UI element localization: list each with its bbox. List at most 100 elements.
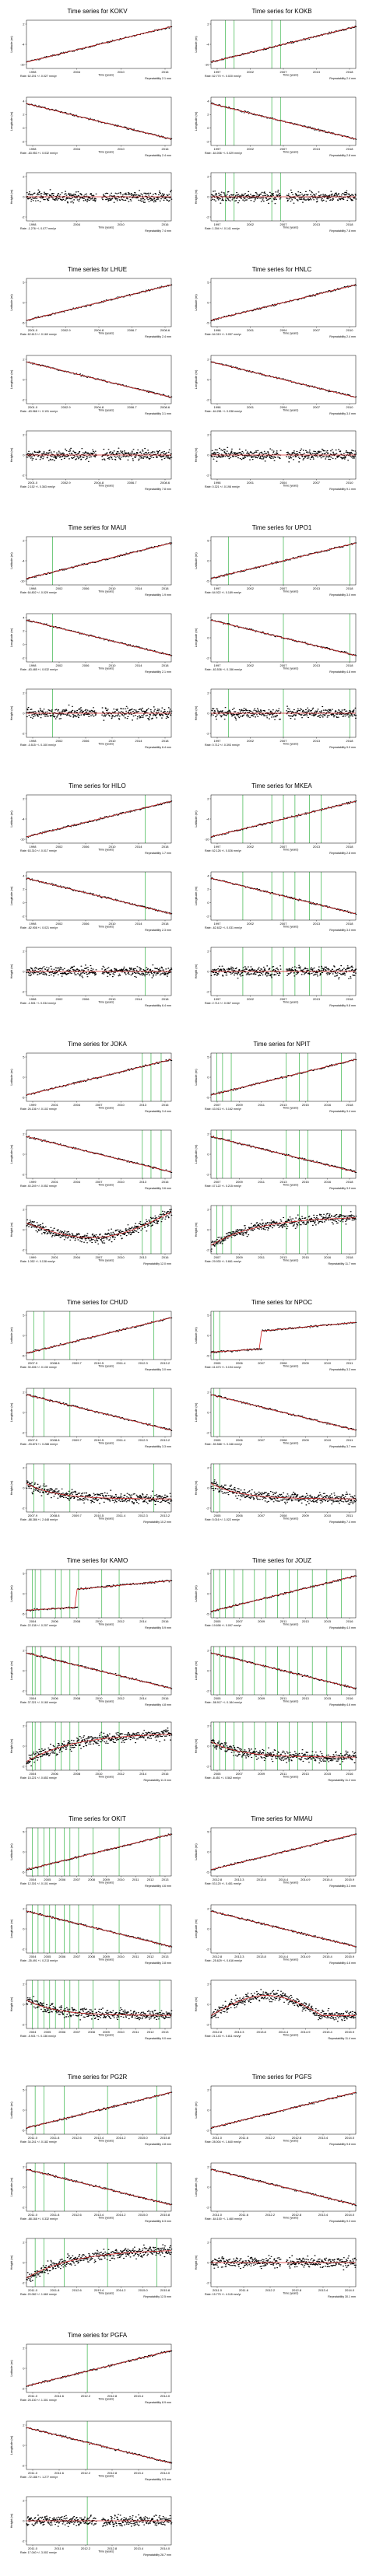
panel-latitude: -10 -4 2 1998 2002 2006 2010 2014 2018 Latitude (… xyxy=(9,536,173,597)
y-axis-label: Height (m) xyxy=(9,189,13,204)
x-tick-label: 2011.6 xyxy=(54,2394,65,2398)
x-tick-label: 2014 xyxy=(139,1772,147,1776)
panel-latitude: -5 0 5 1997 2002 2007 2013 2018 Latitude (m) Rate… xyxy=(194,536,357,597)
y-tick-label: 2 xyxy=(23,432,25,436)
model-line xyxy=(210,361,357,398)
y-axis-label: Height (m) xyxy=(194,447,198,462)
x-tick-label: 2012 xyxy=(118,1772,125,1776)
x-tick-label: 2012 xyxy=(147,1878,155,1881)
y-tick-label: -2 xyxy=(206,1430,209,1434)
x-tick-label: 2018 xyxy=(162,663,170,667)
x-tick-label: 2008.8 xyxy=(50,1438,60,1442)
y-tick-label: 2 xyxy=(23,887,25,891)
x-tick-label: 2005 xyxy=(44,1878,51,1881)
x-axis-label: Time (years) xyxy=(98,2398,114,2401)
model-line xyxy=(210,1394,357,1431)
x-tick-label: 2011.4 xyxy=(116,1361,126,1365)
y-tick-label: 2 xyxy=(207,1982,209,1986)
model-line xyxy=(210,1995,356,2016)
y-tick-label: 0 xyxy=(207,2002,209,2006)
rate-text: Rate: 62.770 +/- 0.020 mm/yr xyxy=(205,75,242,78)
x-axis-label: Time (years) xyxy=(98,849,114,852)
x-tick-label: 2009 xyxy=(236,1255,244,1259)
y-tick-label: 0 xyxy=(207,1075,209,1079)
repeatability-text: Repeatability 12.5 mm xyxy=(143,2295,171,2298)
repeatability-text: Repeatability 7.4 mm xyxy=(329,1521,356,1524)
panel-height: -2 0 2 2012.8 2013.3 2013.8 2014.4 2014.9 2015.4… xyxy=(194,1979,357,2040)
x-tick-label: 1998 xyxy=(214,328,222,332)
x-tick-label: 1998 xyxy=(30,845,37,849)
panel-height: -2 0 2 1998 2002 2006 2010 2014 2018 Height (m) Ra… xyxy=(9,947,173,1007)
y-axis-label: Latitude (m) xyxy=(194,1585,198,1602)
x-tick-label: 2013 xyxy=(313,739,321,743)
y-tick-label: 0 xyxy=(207,194,209,198)
repeatability-text: Repeatability 28.7 mm xyxy=(143,2553,171,2557)
x-tick-label: 2004 xyxy=(280,328,288,332)
x-tick-label: 2011 xyxy=(280,1772,287,1776)
x-tick-label: 2015.9 xyxy=(345,1878,355,1881)
x-axis-label: Time (years) xyxy=(283,1700,298,1703)
y-axis-label: Latitude (m) xyxy=(9,1843,13,1860)
x-tick-label: 2011 xyxy=(132,2030,139,2034)
station-chart: Time series for MMAU -5 0 5 2012.8 2013.3 2013… xyxy=(194,1815,357,2040)
station-chart: Time series for CHUD -5 0 5 2007.9 2008.8 2009… xyxy=(9,1299,173,1524)
panel-longitude: -2 0 2 4 1997 2002 2007 2013 2018 Longitude (m) Ra… xyxy=(194,871,357,932)
y-tick-label: -2 xyxy=(206,215,209,219)
model-line xyxy=(26,26,172,63)
x-tick-label: 2015 xyxy=(302,1255,310,1259)
repeatability-text: Repeatability 4.8 mm xyxy=(145,1703,171,1706)
x-tick-label: 1997 xyxy=(214,70,222,74)
panel-longitude: -2 0 2 2004 2006 2008 2010 2012 2014 2016 Longitud… xyxy=(9,1646,173,1706)
x-tick-label: 2011.0 xyxy=(28,2213,38,2217)
rate-text: Rate: 47.122 +/- 0.215 mm/yr xyxy=(205,1185,242,1188)
x-tick-label: 2002 xyxy=(56,739,64,743)
x-axis-label: Time (years) xyxy=(98,2034,114,2037)
model-line xyxy=(26,2168,172,2206)
panel-height: -2 0 2 1998 2002 2006 2010 2014 2018 Height (m) Ra… xyxy=(9,688,173,749)
x-tick-label: 2015.8 xyxy=(160,2288,170,2292)
y-tick-label: -2 xyxy=(206,1947,209,1951)
x-tick-label: 2013 xyxy=(162,2030,170,2034)
observation-points xyxy=(26,704,173,721)
plot-frame xyxy=(210,1463,357,1513)
rate-text: Rate: -63.536 +/- 0.156 mm/yr xyxy=(205,668,243,671)
model-line xyxy=(210,800,357,838)
panel-height: -2 0 2 2005 2006 2007 2008 2009 2010 2011 Height (… xyxy=(194,1463,357,1524)
repeatability-text: Repeatability 4.6 mm xyxy=(329,1703,356,1706)
x-axis-label: Time (years) xyxy=(283,2217,298,2220)
x-tick-label: 2014 xyxy=(135,997,143,1001)
x-tick-label: 2008 xyxy=(88,1955,96,1958)
rate-text: Rate: -1.501 +/- 0.034 mm/yr xyxy=(20,1002,57,1005)
x-tick-label: 1998 xyxy=(214,481,222,485)
plot-frame xyxy=(210,1311,357,1360)
panel-longitude: -2 0 2 2007.9 2008.8 2009.7 2010.5 2011.4 2012.3… xyxy=(9,1388,173,1448)
chart-title: Time series for NPIT xyxy=(253,1041,310,1048)
x-tick-label: 2004 xyxy=(30,1696,37,1700)
panel-longitude: -2 0 2 2005 2006 2007 2008 2009 2010 2011 Longitud… xyxy=(194,1388,357,1448)
x-tick-label: 2013.4 xyxy=(318,2288,329,2292)
plot-frame xyxy=(26,1463,172,1513)
y-tick-label: 0 xyxy=(23,1333,25,1337)
repeatability-text: Repeatability 9.9 mm xyxy=(329,746,356,749)
x-tick-label: 2015.0 xyxy=(139,2288,149,2292)
panel-longitude: -2 0 2 1999 2001 2004 2007 2010 2013 2016 Longitud… xyxy=(9,1129,173,1190)
x-tick-label: 2013.3 xyxy=(234,1878,244,1881)
panel-height: -2 0 2 2007 2009 2011 2013 2015 2016 2018 Height (… xyxy=(194,1205,357,1265)
repeatability-text: Repeatability 6.4 mm xyxy=(145,1004,171,1007)
rate-text: Rate: 19.698 +/- 0.097 mm/yr xyxy=(205,1624,242,1627)
x-tick-label: 2016 xyxy=(162,1180,170,1184)
y-axis-label: Height (m) xyxy=(194,1222,198,1237)
rate-text: Rate: -1.276 +/- 0.077 mm/yr xyxy=(20,227,57,230)
x-tick-label: 2011.0 xyxy=(213,2288,223,2292)
model-line xyxy=(210,542,357,579)
y-tick-label: 2 xyxy=(207,2240,209,2244)
observation-points xyxy=(26,1580,173,1612)
y-tick-label: 0 xyxy=(207,1227,209,1231)
y-tick-label: -4 xyxy=(206,817,209,821)
x-tick-label: 2014.4 xyxy=(279,1878,289,1881)
rate-text: Rate: -62.632 +/- 0.031 mm/yr xyxy=(205,926,243,929)
x-tick-label: 2001.0 xyxy=(28,405,38,409)
model-line xyxy=(210,1482,356,1500)
x-tick-label: 2016 xyxy=(324,1180,332,1184)
